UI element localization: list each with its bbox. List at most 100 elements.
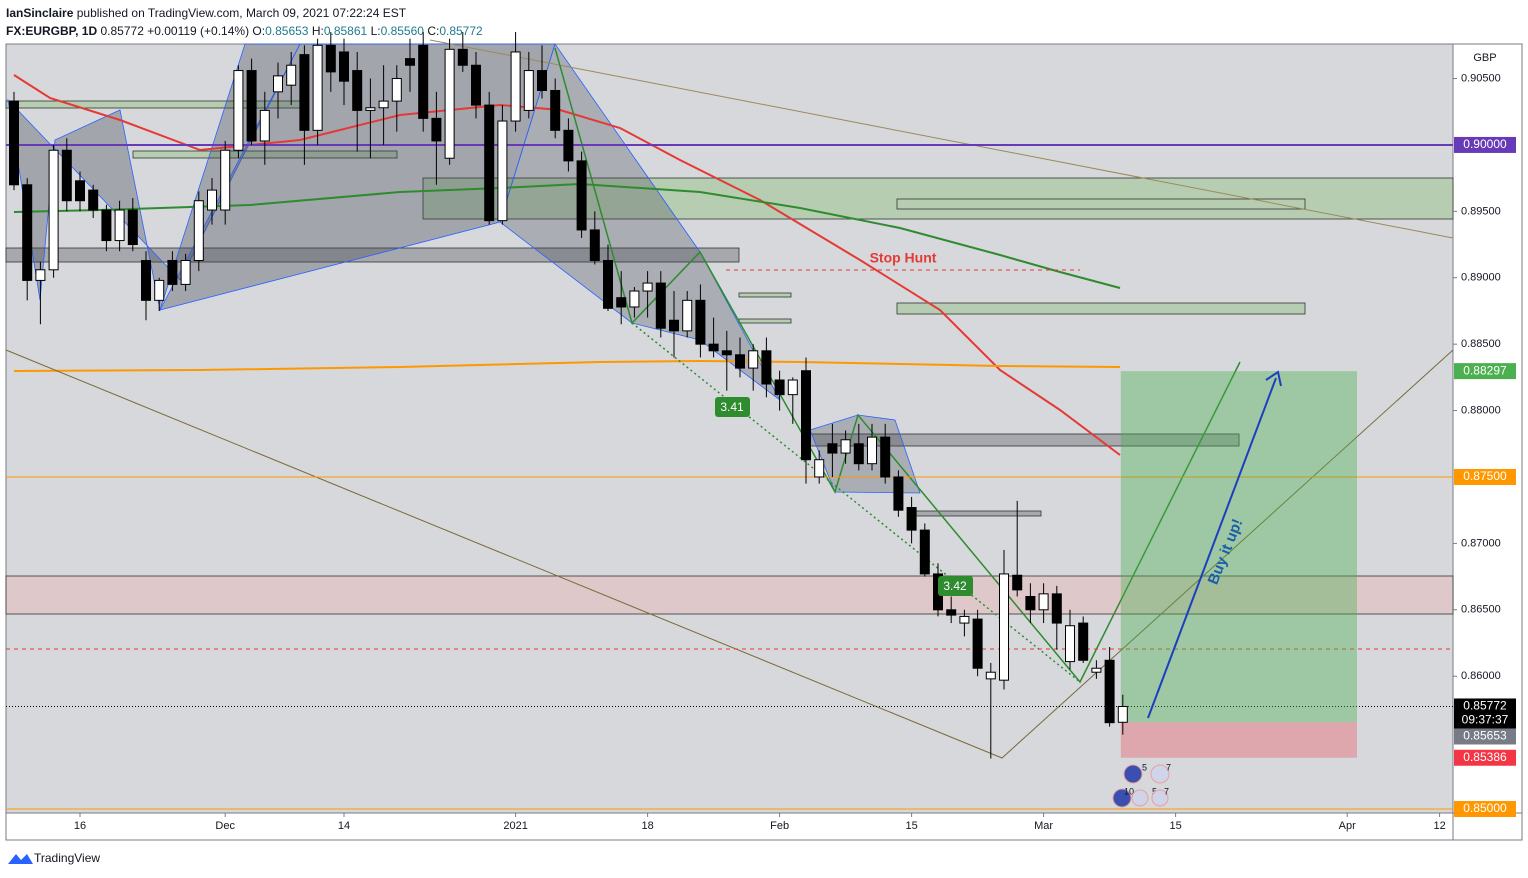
event-count: 7	[1164, 786, 1169, 796]
x-tick-label: Feb	[770, 820, 789, 832]
candle-body	[642, 282, 653, 292]
candle-body	[471, 64, 481, 106]
candle-body	[273, 75, 283, 93]
price-badge-label: 0.90000	[1463, 137, 1507, 151]
candle-body	[510, 51, 521, 122]
header: IanSinclaire published on TradingView.co…	[6, 4, 483, 40]
candle-body	[418, 44, 429, 119]
candle-body	[207, 189, 217, 211]
candle-body	[299, 54, 310, 131]
candle-body	[893, 476, 904, 511]
zone	[5, 575, 1454, 615]
candle-body	[814, 459, 825, 478]
x-tick-label: 12	[1433, 820, 1445, 832]
price-badge	[1454, 468, 1516, 485]
candle-body	[972, 618, 983, 669]
ohlc-value: 0.85560	[380, 24, 424, 38]
logo	[8, 854, 33, 864]
x-tick-label: 14	[338, 820, 350, 832]
event-count: 7	[1166, 762, 1171, 772]
x-tick-label: Dec	[215, 820, 235, 832]
zone	[896, 198, 1306, 210]
moving-average	[13, 359, 1121, 372]
y-tick-label: 0.88500	[1461, 338, 1501, 350]
candle-body	[180, 259, 191, 285]
price-badge-label: 0.85653	[1463, 729, 1507, 743]
candle-body	[365, 107, 376, 111]
trend-line	[429, 39, 1454, 239]
candle-body	[405, 58, 415, 66]
price-badge	[1454, 698, 1516, 729]
candle-body	[497, 120, 508, 222]
candle-body	[563, 129, 574, 162]
candle-body	[1091, 667, 1102, 673]
candle-body	[259, 109, 270, 142]
price-badge-label: 0.85772	[1463, 699, 1507, 713]
candle-body	[1038, 593, 1049, 611]
candle-body	[457, 48, 468, 66]
candle-body	[1065, 625, 1075, 663]
last-price: 0.85772	[100, 24, 144, 38]
plot-background	[6, 44, 1453, 813]
event-count: 5	[1142, 762, 1147, 772]
trend-line	[5, 349, 1454, 759]
currency: GBP	[1473, 52, 1496, 64]
candle-body	[22, 184, 33, 281]
candle-body	[537, 70, 547, 91]
candle-body	[154, 279, 165, 301]
candle-body	[761, 350, 772, 385]
ohlc-label: L:	[370, 24, 381, 38]
annotation: 3.41	[720, 400, 744, 414]
zone	[738, 292, 792, 298]
x-tick-label: 18	[641, 820, 653, 832]
price-badge-label: 0.87500	[1463, 469, 1507, 483]
candle-body	[629, 290, 640, 308]
header-line-1: IanSinclaire published on TradingView.co…	[6, 4, 483, 22]
y-tick-label: 0.89000	[1461, 272, 1501, 284]
event-icon	[1123, 764, 1143, 784]
candles	[9, 32, 1128, 759]
candle-body	[1012, 574, 1023, 591]
moving-average	[13, 74, 1121, 456]
candle-body	[9, 100, 19, 186]
brand: TradingView	[34, 851, 100, 865]
levels	[6, 143, 1453, 810]
candle-body	[787, 379, 798, 396]
zone	[912, 510, 1042, 517]
candle-body	[220, 149, 231, 211]
candle-body	[246, 70, 257, 142]
target-zone	[1120, 371, 1357, 723]
price-badge	[1454, 801, 1516, 818]
candle-body	[708, 343, 719, 352]
candle-body	[853, 443, 864, 465]
candle-body	[801, 370, 811, 461]
candle-body	[444, 48, 455, 159]
candle-body	[312, 44, 323, 131]
position	[1120, 371, 1357, 758]
stop-zone	[1120, 722, 1357, 758]
candle-body	[1078, 622, 1089, 661]
candle-body	[1104, 659, 1115, 724]
price-badge-label: 0.85386	[1463, 750, 1507, 764]
candle-body	[840, 439, 851, 454]
candle-body	[484, 104, 495, 222]
candle-body	[352, 70, 363, 111]
candle-body	[167, 259, 178, 285]
author: IanSinclaire	[6, 6, 74, 20]
countdown: 09:37:37	[1462, 713, 1509, 727]
candle-body	[682, 299, 693, 332]
candle-body	[127, 209, 138, 246]
annotation: Stop Hunt	[870, 250, 937, 266]
axes: 0.90500 0.89500 0.89000 0.88500 0.88000 0.870…	[74, 72, 1516, 832]
candle-body	[339, 51, 349, 82]
arrow-head	[1265, 370, 1282, 387]
zone	[738, 318, 792, 324]
candle-body	[946, 609, 957, 616]
candle-body	[669, 319, 679, 332]
price-badge-label: 0.85000	[1463, 801, 1507, 815]
y-tick-label: 0.86500	[1461, 604, 1501, 616]
price-badge	[1454, 728, 1516, 745]
event-icon	[1150, 764, 1170, 784]
price-badge	[1454, 136, 1516, 153]
